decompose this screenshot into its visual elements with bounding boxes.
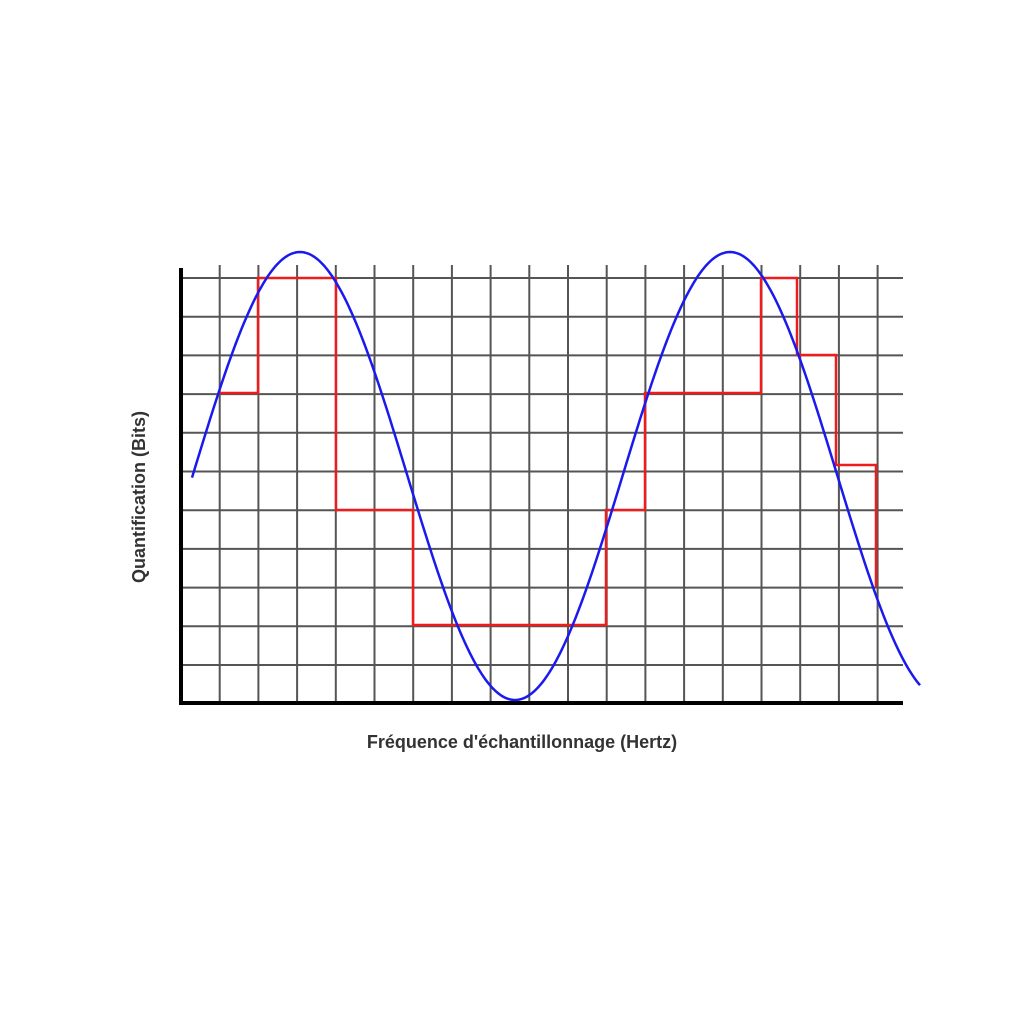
analog-signal xyxy=(190,250,921,702)
quantized-signal xyxy=(219,276,878,627)
y-axis-label: Quantification (Bits) xyxy=(129,411,149,583)
x-axis-label: Fréquence d'échantillonnage (Hertz) xyxy=(367,732,677,752)
grid xyxy=(181,265,903,703)
